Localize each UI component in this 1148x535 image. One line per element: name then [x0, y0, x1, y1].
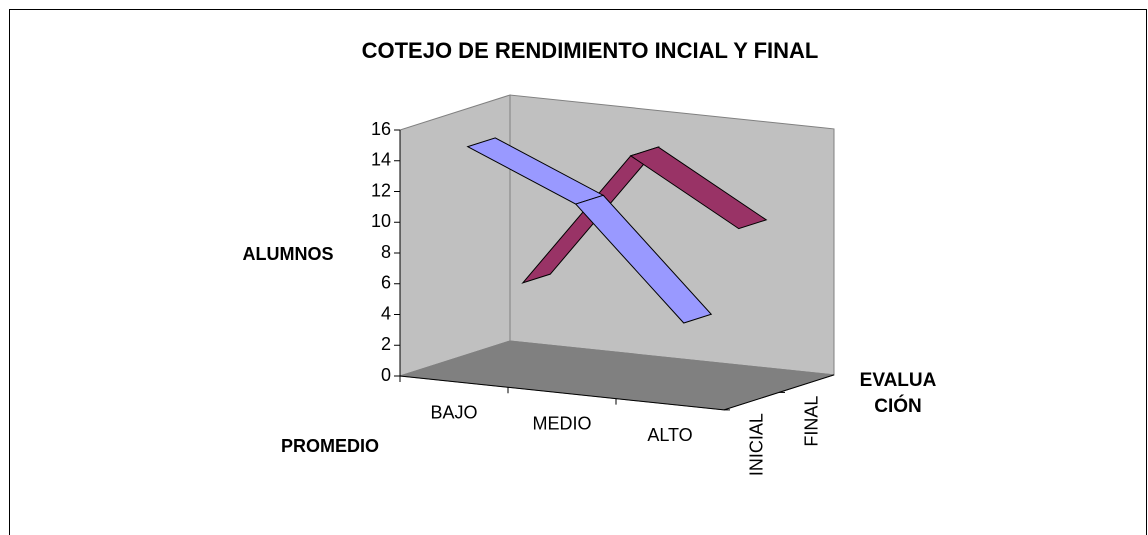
ribbon-segment	[629, 146, 768, 230]
x-axis-label: PROMEDIO	[281, 436, 379, 456]
x-tick-label: ALTO	[647, 425, 692, 445]
y-tick-label: 16	[371, 119, 391, 139]
chart-title: COTEJO DE RENDIMIENTO INCIAL Y FINAL	[362, 38, 819, 63]
x-tick-label: BAJO	[430, 402, 477, 422]
x-axis	[399, 375, 725, 411]
y-axis-label: ALUMNOS	[243, 244, 334, 264]
series-label: FINAL	[801, 396, 821, 447]
y-tick-label: 8	[381, 242, 391, 262]
series-label: INICIAL	[746, 413, 766, 476]
y-tick-label: 0	[381, 365, 391, 385]
y-tick-label: 12	[371, 180, 391, 200]
left-wall	[399, 94, 511, 377]
back-wall	[509, 94, 835, 376]
y-tick-label: 10	[371, 211, 391, 231]
y-tick-label: 14	[371, 150, 391, 170]
z-axis-label: EVALUA CIÓN	[859, 370, 937, 417]
x-tick-label: MEDIO	[532, 414, 591, 434]
y-tick-label: 2	[381, 334, 391, 354]
y-tick-label: 6	[381, 273, 391, 293]
ribbon-segment	[574, 194, 713, 324]
y-tick-label: 4	[381, 303, 391, 323]
